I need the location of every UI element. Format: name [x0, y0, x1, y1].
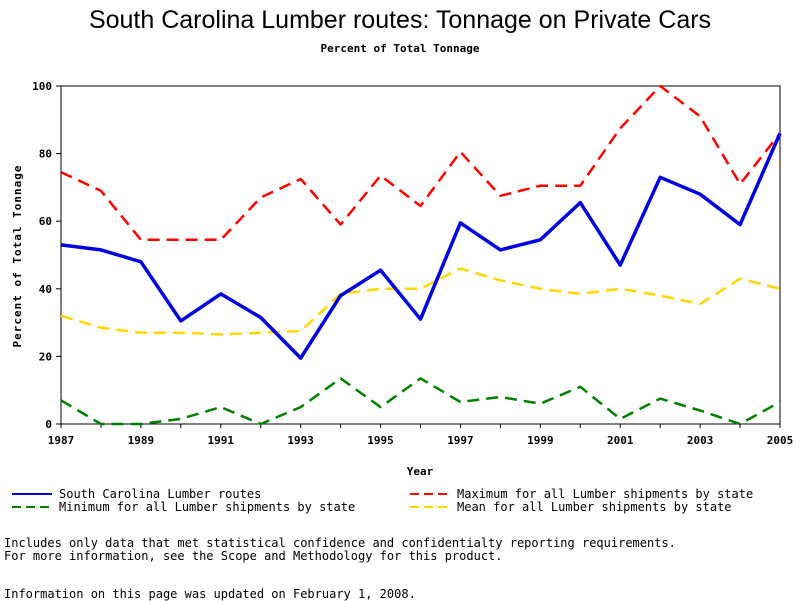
note-confidence: Includes only data that met statistical … — [4, 536, 676, 550]
plot-frame — [60, 85, 781, 425]
y-tick-label: 60 — [39, 215, 52, 228]
note-methodology: For more information, see the Scope and … — [4, 549, 503, 563]
x-tick-label: 1997 — [447, 434, 474, 447]
x-tick-label: 1987 — [48, 434, 75, 447]
legend-label-1: South Carolina Lumber routes — [59, 487, 261, 501]
y-tick-label: 80 — [39, 148, 52, 161]
y-tick-label: 20 — [39, 350, 52, 363]
x-tick-label: 1993 — [287, 434, 314, 447]
x-tick-label: 2003 — [687, 434, 714, 447]
series-line-2 — [60, 84, 781, 242]
chart-title: South Carolina Lumber routes: Tonnage on… — [88, 6, 712, 34]
y-axis: 0 20 40 60 80 100 — [32, 80, 61, 431]
x-axis-label: Year — [407, 465, 434, 478]
chart-subtitle: Percent of Total Tonnage — [320, 42, 480, 55]
series-line-3 — [60, 377, 781, 426]
legend-label-2: Maximum for all Lumber shipments by stat… — [457, 487, 753, 501]
x-tick-label: 2001 — [607, 434, 634, 447]
x-tick-label: 2005 — [767, 434, 794, 447]
x-tick-label: 1995 — [367, 434, 394, 447]
x-axis: 1987 1989 1991 1993 1995 1997 1999 2001 2003 2005 — [48, 424, 794, 447]
legend: South Carolina Lumber routes Maximum for … — [12, 487, 753, 514]
series-line-1 — [60, 132, 782, 360]
x-tick-label: 1999 — [527, 434, 554, 447]
y-axis-label: Percent of Total Tonnage — [11, 165, 24, 348]
note-updated: Information on this page was updated on … — [4, 587, 416, 601]
series-layer — [60, 84, 782, 426]
x-tick-label: 1989 — [128, 434, 155, 447]
plot-border — [60, 85, 781, 425]
series-line-4 — [60, 267, 781, 336]
legend-label-3: Minimum for all Lumber shipments by stat… — [59, 500, 355, 514]
y-tick-label: 40 — [39, 283, 52, 296]
legend-label-4: Mean for all Lumber shipments by state — [457, 500, 732, 514]
y-tick-label: 100 — [32, 80, 52, 93]
x-tick-label: 1991 — [208, 434, 235, 447]
y-tick-label: 0 — [45, 418, 52, 431]
